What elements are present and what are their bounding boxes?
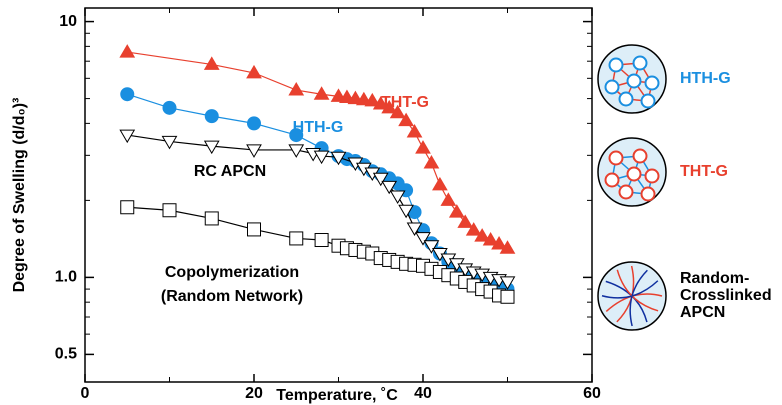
- schematic-node: [640, 186, 656, 202]
- schematic-label: APCN: [680, 304, 725, 321]
- schematic-chain: [629, 269, 648, 327]
- schematic-label: HTH-G: [680, 70, 731, 87]
- y-axis-title: Degree of Swelling (d/d₀)³: [11, 98, 28, 293]
- marker: [457, 214, 474, 228]
- schematic-node: [626, 73, 642, 89]
- marker: [372, 96, 389, 110]
- marker: [313, 86, 330, 100]
- series-label: HTH-G: [293, 119, 344, 136]
- marker: [381, 99, 398, 114]
- marker: [120, 87, 135, 102]
- marker: [247, 116, 261, 131]
- marker: [119, 129, 136, 144]
- marker: [120, 200, 135, 215]
- marker: [491, 236, 507, 250]
- schematic-node: [604, 172, 620, 188]
- marker: [289, 231, 304, 246]
- schematic-node: [632, 148, 648, 164]
- marker: [415, 232, 431, 246]
- marker: [246, 64, 262, 79]
- schematic-node: [608, 150, 624, 166]
- marker: [246, 144, 262, 158]
- marker: [119, 44, 136, 58]
- schematic-node: [640, 93, 656, 109]
- marker: [415, 140, 431, 154]
- x-tick-label: 60: [583, 385, 601, 402]
- marker: [162, 203, 177, 218]
- marker: [499, 276, 516, 290]
- schematic-node: [644, 168, 660, 184]
- marker: [162, 100, 177, 115]
- marker: [500, 289, 515, 304]
- schematic-node: [604, 79, 620, 95]
- schematic-label: THT-G: [680, 163, 728, 180]
- series-label: RC APCN: [194, 163, 266, 180]
- marker: [381, 180, 398, 195]
- marker: [398, 112, 414, 127]
- marker: [423, 240, 440, 254]
- marker: [389, 104, 406, 119]
- x-axis-title: Temperature, ˚C: [276, 387, 398, 404]
- marker: [398, 204, 414, 219]
- marker: [406, 222, 423, 236]
- schematic-node: [618, 184, 634, 200]
- schematic-node: [644, 75, 660, 91]
- marker: [465, 222, 482, 236]
- marker: [247, 222, 261, 237]
- series-label: THT-G: [381, 94, 429, 111]
- marker: [372, 172, 389, 187]
- marker: [203, 140, 220, 155]
- x-tick-label: 0: [81, 385, 90, 402]
- schematic-node: [626, 166, 642, 182]
- marker: [289, 128, 304, 143]
- marker: [330, 151, 347, 166]
- marker: [314, 233, 329, 248]
- schematic-node: [608, 57, 624, 73]
- marker: [161, 135, 178, 150]
- marker: [432, 176, 448, 191]
- marker: [499, 240, 516, 254]
- plot-frame: [84, 7, 593, 383]
- marker: [389, 190, 406, 205]
- y-tick-label: 10: [59, 13, 77, 30]
- series-label: Copolymerization: [165, 264, 299, 281]
- x-tick-label: 20: [245, 385, 263, 402]
- y-tick-label: 1.0: [55, 269, 77, 286]
- marker: [364, 92, 381, 107]
- marker: [423, 155, 440, 169]
- y-tick-label: 0.5: [55, 346, 77, 363]
- marker: [448, 204, 465, 218]
- schematic-node: [618, 91, 634, 107]
- marker: [204, 211, 219, 226]
- schematic-node: [632, 55, 648, 71]
- marker: [406, 124, 423, 138]
- marker: [440, 192, 457, 206]
- schematic-label: Random-: [680, 270, 749, 287]
- marker: [313, 150, 330, 165]
- marker: [482, 232, 499, 246]
- series-label: (Random Network): [161, 288, 303, 305]
- x-tick-label: 40: [414, 385, 432, 402]
- marker: [204, 109, 219, 124]
- schematic-label: Crosslinked: [680, 287, 772, 304]
- marker: [288, 82, 305, 96]
- marker: [203, 56, 220, 70]
- marker: [288, 144, 305, 158]
- marker: [474, 228, 491, 242]
